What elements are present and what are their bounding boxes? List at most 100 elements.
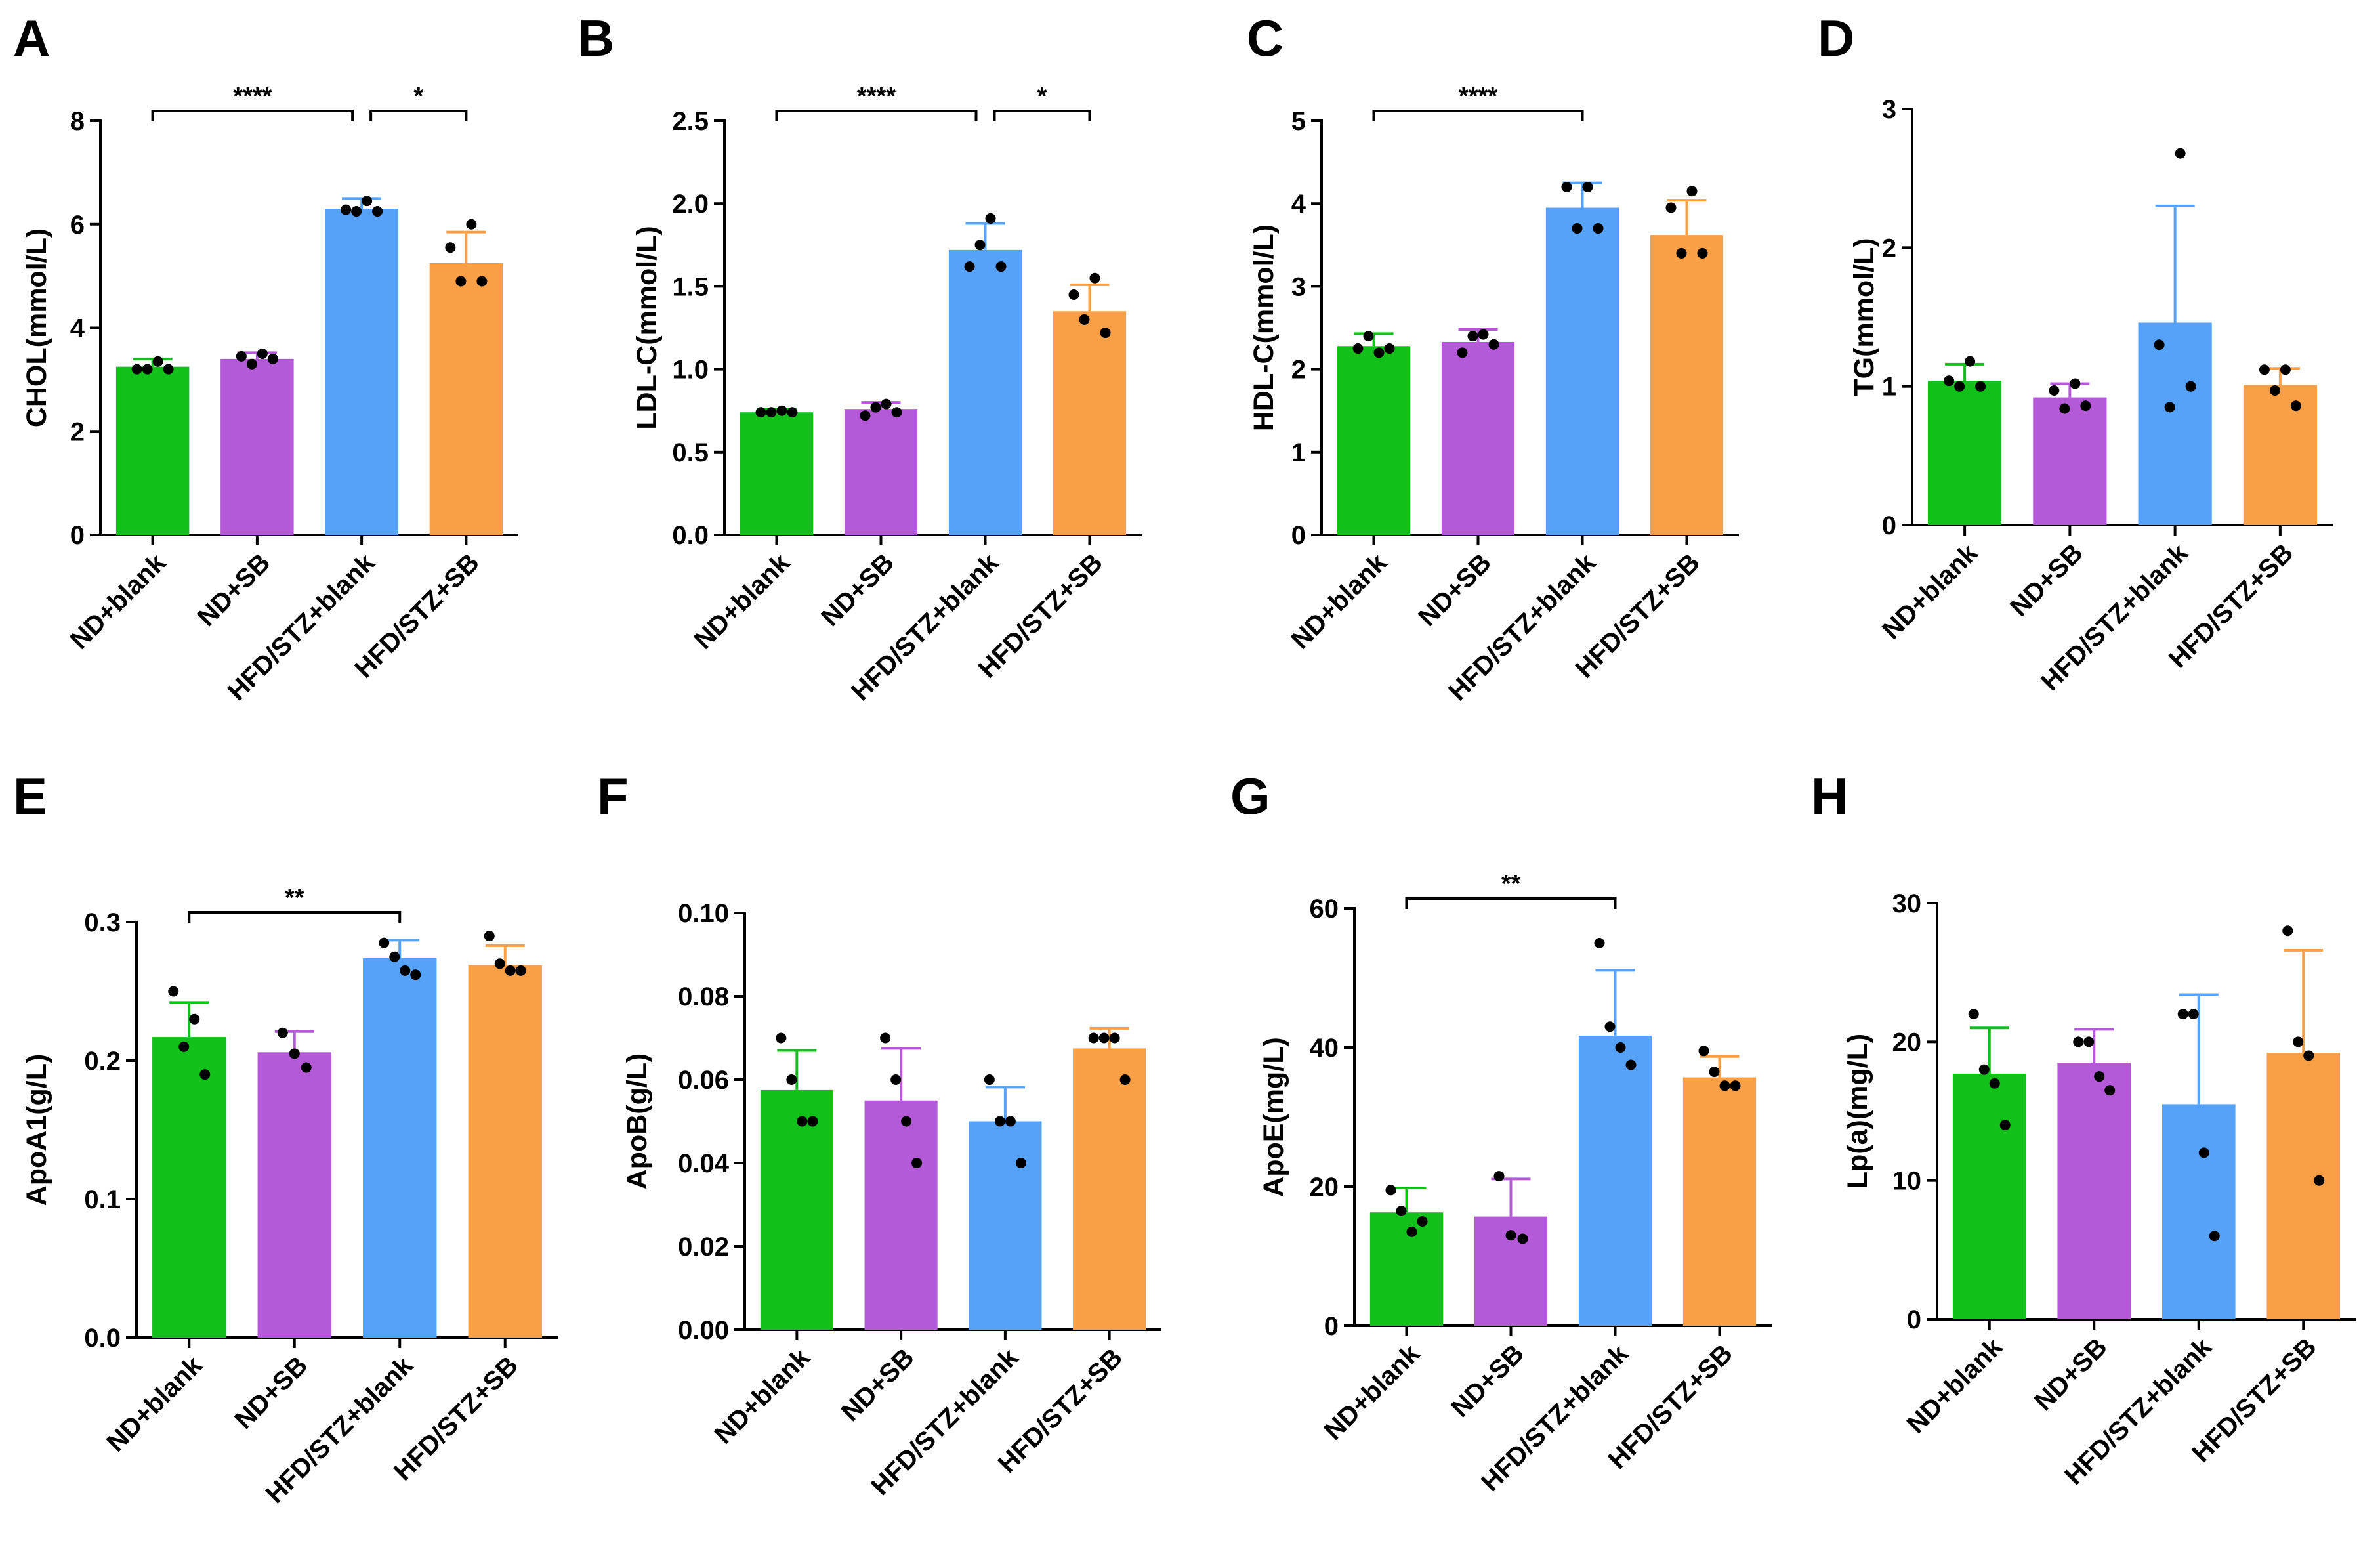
bar-hfd-stz-sb <box>2243 385 2317 525</box>
data-point <box>2259 364 2270 375</box>
panel-letter: C <box>1247 9 1284 67</box>
data-point <box>766 407 777 418</box>
x-category-label: ND+SB <box>1413 548 1497 632</box>
bar-nd-blank <box>1928 381 2002 525</box>
data-point <box>1417 1216 1428 1227</box>
data-point <box>1978 1064 1990 1075</box>
data-point <box>1730 1080 1741 1091</box>
significance-label: **** <box>1459 83 1497 110</box>
data-point <box>1068 289 1079 301</box>
data-point <box>890 1074 902 1085</box>
x-category-label: ND+SB <box>2029 1332 2113 1416</box>
significance-bracket <box>1405 897 1617 909</box>
data-point <box>178 1041 190 1052</box>
bar-nd-sb <box>257 1052 331 1338</box>
bar-hfd-stz-sb <box>1073 1048 1146 1330</box>
data-point <box>2290 400 2301 412</box>
y-tick-label: 0.3 <box>84 908 121 937</box>
bar-hfd-stz-sb <box>1682 1077 1757 1326</box>
data-point <box>1493 1171 1505 1182</box>
data-point <box>985 213 996 224</box>
data-point <box>1698 1046 1709 1057</box>
data-point <box>1593 223 1604 234</box>
data-point <box>1697 247 1708 259</box>
bar-hfd-stz-blank <box>2161 1104 2236 1319</box>
data-point <box>199 1069 211 1080</box>
y-axis-title: ApoB(g/L) <box>621 1053 653 1190</box>
data-point <box>786 1074 797 1085</box>
data-point <box>2188 1009 2199 1020</box>
y-tick-label: 0.10 <box>678 899 729 928</box>
y-tick-label: 0 <box>70 521 85 550</box>
data-point <box>1488 339 1499 350</box>
y-tick-label: 8 <box>70 107 85 136</box>
data-point <box>351 206 362 217</box>
bar-hfd-stz-blank <box>363 958 437 1338</box>
significance-bracket <box>188 911 402 923</box>
data-point <box>2293 1036 2304 1047</box>
data-point <box>964 261 975 272</box>
data-point <box>341 204 352 215</box>
data-point <box>755 407 766 418</box>
data-point <box>2185 381 2196 392</box>
bar-nd-sb <box>1441 341 1515 535</box>
y-tick-label: 30 <box>1892 889 1922 918</box>
bar-hfd-stz-sb <box>1053 311 1127 535</box>
significance-bracket <box>775 110 978 121</box>
data-point <box>2269 385 2280 396</box>
data-point <box>1625 1059 1637 1070</box>
bar-hfd-stz-blank <box>2138 322 2212 525</box>
y-tick-label: 0 <box>1291 521 1306 550</box>
data-point <box>1686 186 1698 197</box>
data-point <box>379 937 390 948</box>
data-point <box>891 407 902 418</box>
data-point <box>776 405 787 416</box>
y-tick-label: 0.0 <box>84 1324 121 1353</box>
data-point <box>1944 375 1955 387</box>
y-tick-label: 20 <box>1892 1028 1922 1057</box>
bar-nd-blank <box>1952 1073 2026 1319</box>
data-point <box>189 1013 200 1025</box>
data-point <box>257 348 268 359</box>
data-point <box>476 276 488 287</box>
data-point <box>1517 1233 1528 1244</box>
data-point <box>1615 1042 1626 1053</box>
bar-hfd-stz-blank <box>969 1121 1042 1330</box>
data-point <box>2314 1175 2325 1186</box>
data-point <box>995 261 1007 272</box>
data-point <box>163 364 174 375</box>
bar-nd-sb <box>844 409 918 535</box>
y-tick-label: 20 <box>1310 1173 1339 1202</box>
panel-f: F ApoB(g/L) 0.00 0.02 0.04 0.06 0.08 0.10 ND+bla… <box>597 767 1161 1501</box>
y-axis-title: HDL-C(mmol/L) <box>1248 224 1280 431</box>
x-category-label: ND+blank <box>101 1351 208 1458</box>
panel-letter: D <box>1818 9 1854 67</box>
data-point <box>267 353 278 364</box>
bar-hfd-stz-sb <box>1650 235 1724 535</box>
data-point <box>1989 1078 2000 1089</box>
y-axis-title: CHOL(mmol/L) <box>21 228 52 427</box>
x-category-label: ND+SB <box>2005 538 2089 622</box>
data-point <box>2104 1085 2116 1096</box>
data-point <box>1999 1120 2011 1131</box>
y-tick-label: 0.1 <box>84 1185 121 1214</box>
data-point <box>2083 1036 2095 1047</box>
data-point <box>1582 181 1593 192</box>
data-point <box>445 242 456 253</box>
significance-bracket <box>151 110 354 121</box>
data-point <box>1572 223 1583 234</box>
data-point <box>2175 148 2186 159</box>
data-point <box>1505 1230 1516 1241</box>
y-axis-title: Lp(a)(mg/L) <box>1842 1034 1873 1189</box>
y-tick-label: 1 <box>1882 373 1896 402</box>
significance-bracket <box>993 110 1091 121</box>
data-point <box>870 402 881 413</box>
x-category-label: ND+blank <box>1319 1339 1426 1446</box>
y-tick-label: 0.06 <box>678 1066 729 1095</box>
data-point <box>389 951 400 962</box>
data-point <box>246 358 257 370</box>
data-point <box>1665 202 1677 213</box>
